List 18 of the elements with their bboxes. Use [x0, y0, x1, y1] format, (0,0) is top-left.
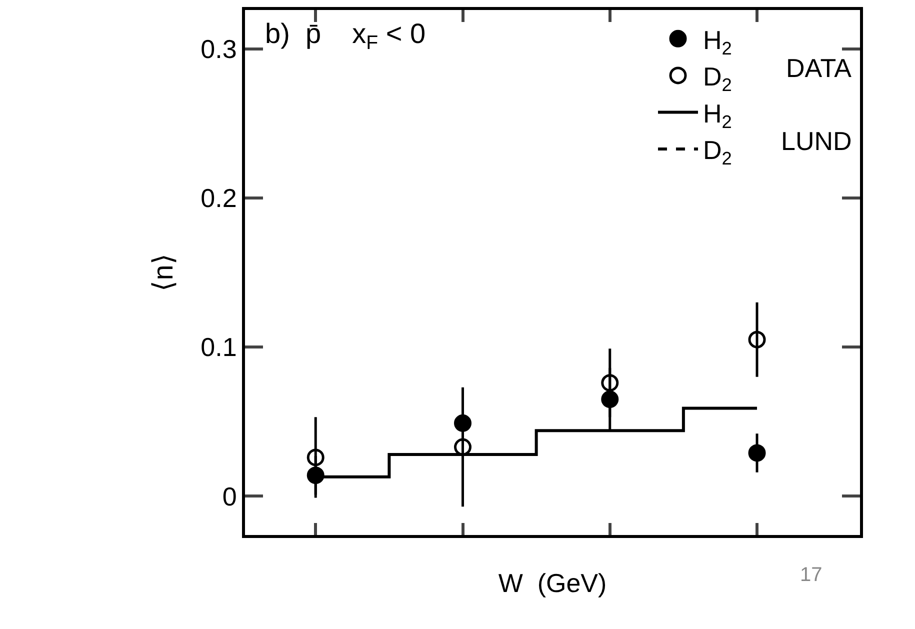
y-tick-label: 0.3	[200, 34, 237, 64]
point	[601, 374, 619, 392]
legend-label: H$_{2}$	[703, 24, 732, 58]
point	[748, 444, 766, 462]
legend-label: D$_{2}$	[703, 135, 732, 169]
x-axis-title: W (GeV)	[498, 568, 607, 598]
y-tick-label: 0	[222, 481, 237, 512]
y-tick-label: 0.2	[200, 183, 237, 214]
point	[306, 448, 324, 466]
point	[748, 330, 766, 348]
annotation: DATA	[786, 53, 852, 83]
legend-label: D$_{2}$	[703, 62, 732, 96]
text: 17	[800, 564, 822, 586]
annotation: LUND	[781, 126, 852, 156]
y-tick-label: 0.1	[200, 332, 237, 362]
y-axis-title: ⟨n⟩	[147, 254, 178, 292]
legend-label: H$_{2}$	[703, 98, 732, 132]
annotation: b) p̄ x$_{F}$ < 0	[265, 18, 426, 54]
